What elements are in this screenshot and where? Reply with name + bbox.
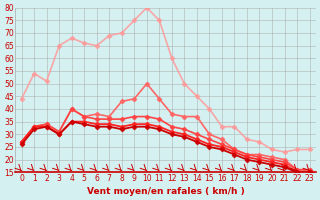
X-axis label: Vent moyen/en rafales ( km/h ): Vent moyen/en rafales ( km/h ) [87,187,244,196]
